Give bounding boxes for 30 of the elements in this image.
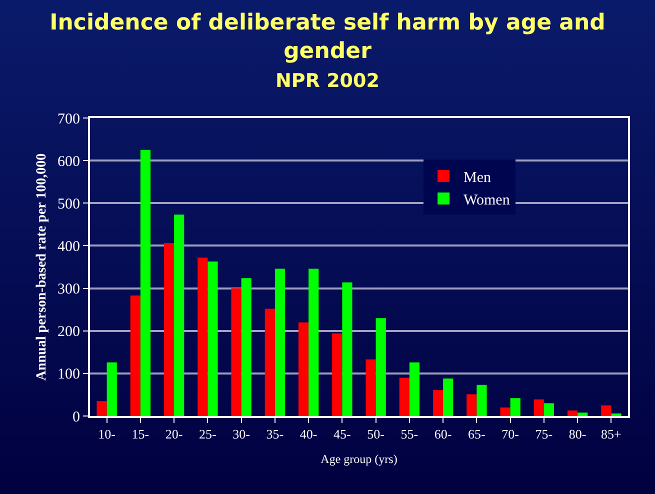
x-tick-label: 10-: [98, 426, 116, 442]
y-tick-label: 100: [58, 366, 80, 383]
x-tick-label: 70-: [502, 426, 519, 442]
y-tick-label: 700: [58, 111, 80, 128]
x-tick-label: 80-: [568, 426, 586, 442]
x-tick-label: 40-: [300, 426, 318, 442]
y-axis-title: Annual person-based rate per 100,000: [34, 153, 50, 381]
legend-label: Women: [464, 192, 510, 208]
y-tick-label: 0: [72, 409, 80, 426]
chart-title: Incidence of deliberate self harm by age and gender: [50, 10, 606, 64]
x-tick-label: 60-: [434, 426, 452, 442]
x-axis-title: Age group (yrs): [320, 452, 398, 466]
y-tick-label: 500: [58, 196, 80, 212]
x-tick-label: 45-: [334, 426, 351, 442]
x-tick-label: 75-: [535, 426, 553, 442]
y-tick-label: 400: [58, 238, 80, 255]
x-tick-label: 20-: [165, 426, 183, 442]
y-tick-label: 300: [58, 282, 80, 298]
x-tick-label: 85+: [601, 426, 622, 442]
y-tick-label: 200: [58, 324, 80, 340]
legend-label: Men: [464, 170, 492, 186]
x-tick-label: 55-: [400, 426, 418, 442]
x-tick-label: 65-: [468, 426, 486, 442]
chart-subtitle: NPR 2002: [276, 70, 380, 92]
x-tick-label: 25-: [199, 426, 216, 442]
x-tick-label: 30-: [232, 426, 250, 442]
x-tick-label: 15-: [132, 426, 150, 442]
x-tick-label: 50-: [367, 426, 384, 442]
y-tick-label: 600: [58, 154, 80, 170]
x-tick-label: 35-: [266, 426, 284, 442]
